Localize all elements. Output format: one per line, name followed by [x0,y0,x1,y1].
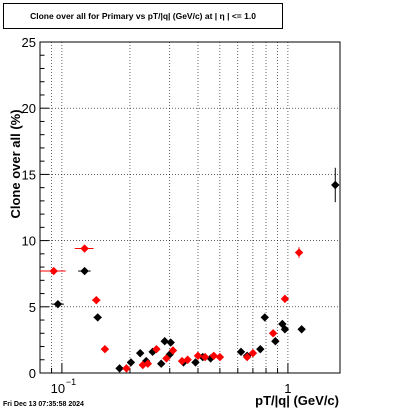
data-marker [260,313,269,322]
data-marker [92,295,101,305]
data-point [297,325,306,334]
data-point [215,352,225,362]
data-marker [126,358,136,367]
grid-lines [39,42,340,373]
data-point [40,266,66,276]
data-point [162,354,171,363]
data-point [93,313,102,322]
data-marker [183,355,192,364]
x-tick-label: 10 [51,381,65,396]
data-marker [331,180,340,190]
series-1 [40,244,304,373]
data-point [92,295,101,305]
data-marker [193,351,203,360]
data-point [138,360,148,370]
data-marker [53,299,63,309]
data-point [135,348,145,358]
data-marker [122,364,131,373]
data-marker [280,325,290,334]
timestamp-footer: Fri Dec 13 07:35:58 2024 [3,401,84,408]
data-marker [294,248,304,257]
data-point [331,167,340,203]
data-marker [209,351,219,360]
data-marker [256,344,265,354]
data-marker [143,359,153,368]
y-tick-label: 5 [29,300,36,315]
data-marker [248,348,258,358]
data-point [248,348,258,358]
data-point [294,247,304,258]
x-axis-label: pT/|q| (GeV/c) [255,393,339,408]
data-point [191,358,200,367]
data-point [51,299,64,309]
data-marker [100,344,110,354]
y-tick-label: 25 [22,35,36,50]
data-marker [152,344,161,354]
data-point [152,344,161,354]
series-0 [51,167,340,373]
data-point [209,351,219,360]
x-tick-exponent: −1 [66,377,76,387]
y-tick-label: 20 [22,101,36,116]
data-point [166,338,175,347]
data-marker [177,356,187,366]
axis-ticks [39,41,289,374]
data-point [74,244,94,253]
data-point [126,358,136,367]
data-marker [160,337,169,346]
data-marker [280,294,290,304]
data-point [168,346,178,355]
data-point [193,351,203,360]
data-point [156,359,166,368]
data-point [236,347,246,357]
data-point [183,355,192,364]
chart-title: Clone over all for Primary vs pT/|q| (Ge… [3,3,283,29]
data-marker [268,329,278,338]
data-marker [242,352,252,362]
data-point [115,364,124,373]
data-point [268,329,278,338]
data-marker [80,266,89,276]
data-point [271,337,280,346]
data-point [200,352,210,362]
plot-frame [39,41,341,374]
data-point [100,344,110,354]
data-point [280,325,290,334]
data-point [122,364,131,373]
data-marker [93,313,102,322]
data-point [280,294,290,304]
x-tick-label: 1 [284,381,291,396]
data-marker [166,338,175,347]
data-point [143,359,153,368]
data-series [40,167,340,373]
data-marker [162,354,171,363]
data-marker [115,364,124,373]
data-marker [271,337,280,346]
data-marker [135,348,145,358]
y-tick-label: 10 [22,234,36,249]
data-marker [236,347,246,357]
data-point [242,352,252,362]
data-point [160,337,169,346]
data-marker [297,325,306,334]
data-marker [215,352,225,362]
data-point [177,356,187,366]
data-point [260,313,269,322]
data-point [256,344,265,354]
data-point [78,266,91,276]
data-marker [156,359,166,368]
y-tick-label: 15 [22,167,36,182]
data-marker [191,358,200,367]
data-marker [49,266,58,276]
y-axis-label: Clone over all (%) [8,109,23,218]
data-marker [138,360,148,370]
data-marker [168,346,178,355]
data-marker [80,244,89,253]
data-marker [200,352,210,362]
y-tick-label: 0 [29,366,36,381]
